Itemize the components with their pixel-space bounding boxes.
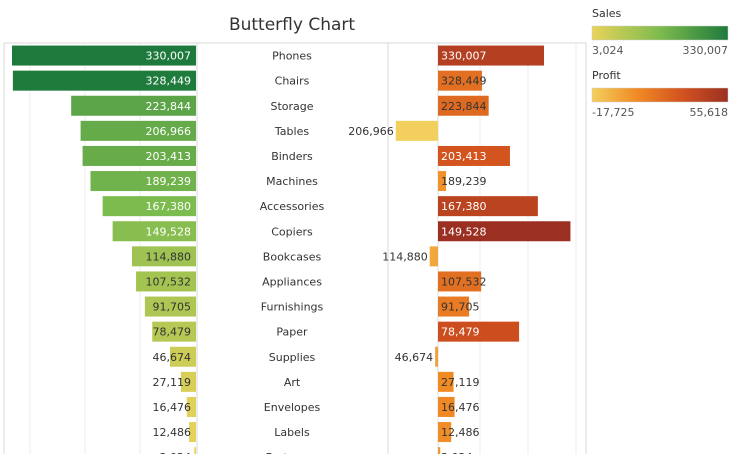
category-label: Chairs: [275, 75, 310, 88]
profit-bar[interactable]: [438, 45, 544, 66]
profit-bar[interactable]: [438, 371, 454, 392]
sales-bar[interactable]: [12, 45, 196, 66]
legend-title: Sales: [592, 7, 622, 20]
sales-bar-label: 114,880: [146, 250, 192, 263]
profit-bar-label: 91,705: [441, 301, 480, 314]
legend-min-label: 3,024: [592, 44, 624, 57]
sales-bar[interactable]: [131, 246, 196, 267]
profit-bar[interactable]: [438, 296, 470, 317]
bars: 330,007 Phones 330,007 328,449 Chairs 328,449…: [12, 45, 571, 454]
sales-bar[interactable]: [80, 120, 196, 141]
profit-bar[interactable]: [429, 246, 438, 267]
profit-bar-label: 12,486: [441, 426, 480, 439]
profit-bar-label: 189,239: [441, 175, 487, 188]
sales-bar-label: 330,007: [146, 50, 192, 63]
profit-bar[interactable]: [438, 145, 510, 166]
profit-bar[interactable]: [438, 95, 489, 116]
legend-min-label: -17,725: [592, 106, 634, 119]
profit-bar-label: 330,007: [441, 50, 487, 63]
sales-bar[interactable]: [152, 321, 196, 342]
profit-bar-label: 16,476: [441, 401, 480, 414]
profit-bar[interactable]: [438, 70, 482, 91]
category-label: Storage: [270, 100, 313, 113]
profit-bar[interactable]: [438, 271, 482, 292]
sales-bar[interactable]: [112, 221, 196, 242]
category-label: Paper: [276, 326, 308, 339]
sales-bar-label: 107,532: [146, 275, 192, 288]
profit-bar-label: 46,674: [395, 351, 434, 364]
sales-bar[interactable]: [169, 346, 196, 367]
legend-color-ramp: [591, 25, 729, 41]
sales-bar[interactable]: [12, 70, 197, 91]
profit-bar[interactable]: [438, 396, 455, 417]
category-label: Phones: [272, 50, 312, 63]
profit-bar-label: 149,528: [441, 225, 487, 238]
profit-bar-label: 114,880: [382, 250, 428, 263]
category-label: Fasteners: [266, 451, 319, 454]
category-label: Furnishings: [261, 301, 324, 314]
profit-bar-label: 223,844: [441, 100, 487, 113]
category-label: Supplies: [269, 351, 316, 364]
profit-bar[interactable]: [438, 447, 441, 454]
category-label: Labels: [274, 426, 310, 439]
category-label: Copiers: [271, 225, 313, 238]
legend-max-label: 55,618: [690, 106, 729, 119]
profit-bar-label: 27,119: [441, 376, 480, 389]
profit-bar-label: 203,413: [441, 150, 487, 163]
sales-bar-label: 328,449: [146, 75, 192, 88]
profit-bar-label: 206,966: [348, 125, 394, 138]
sales-bar-label: 206,966: [146, 125, 192, 138]
category-label: Binders: [271, 150, 313, 163]
sales-bar[interactable]: [102, 196, 196, 217]
category-label: Bookcases: [263, 250, 322, 263]
profit-bar[interactable]: [438, 321, 520, 342]
sales-bar[interactable]: [189, 422, 196, 443]
profit-bar[interactable]: [438, 196, 538, 217]
profit-bar[interactable]: [438, 221, 571, 242]
category-label: Machines: [266, 175, 318, 188]
legend-title: Profit: [592, 69, 621, 82]
sales-bar-label: 3,024: [160, 451, 192, 454]
category-label: Accessories: [260, 200, 325, 213]
sales-bar-label: 167,380: [146, 200, 192, 213]
sales-bar-label: 189,239: [146, 175, 192, 188]
sales-bar[interactable]: [90, 171, 196, 192]
category-label: Art: [284, 376, 301, 389]
profit-bar[interactable]: [435, 346, 438, 367]
sales-bar[interactable]: [82, 145, 196, 166]
sales-bar-label: 78,479: [153, 326, 192, 339]
sales-bar-label: 27,119: [153, 376, 192, 389]
category-label: Tables: [274, 125, 309, 138]
sales-bar-label: 203,413: [146, 150, 192, 163]
sales-bar-label: 46,674: [153, 351, 192, 364]
legends: Sales 3,024 330,007 Profit -17,725 55,618: [591, 7, 729, 119]
profit-bar-label: 107,532: [441, 275, 487, 288]
sales-bar-label: 223,844: [146, 100, 192, 113]
profit-bar[interactable]: [438, 422, 452, 443]
category-label: Envelopes: [264, 401, 321, 414]
profit-bar-label: 78,479: [441, 326, 480, 339]
sales-bar[interactable]: [180, 371, 196, 392]
profit-bar-label: 3,024: [441, 451, 473, 454]
profit-bar[interactable]: [395, 120, 438, 141]
legend-max-label: 330,007: [683, 44, 729, 57]
sales-bar[interactable]: [194, 447, 196, 454]
legend-color-ramp: [591, 87, 729, 103]
sales-bar-label: 91,705: [153, 301, 192, 314]
sales-bar-label: 149,528: [146, 225, 192, 238]
chart-title: Butterfly Chart: [229, 15, 355, 35]
sales-bar-label: 12,486: [153, 426, 192, 439]
sales-bar[interactable]: [71, 95, 196, 116]
profit-bar-label: 167,380: [441, 200, 487, 213]
sales-bar-label: 16,476: [153, 401, 192, 414]
profit-bar[interactable]: [438, 171, 447, 192]
category-label: Appliances: [262, 275, 322, 288]
sales-bar[interactable]: [144, 296, 196, 317]
sales-bar[interactable]: [186, 396, 196, 417]
sales-bar[interactable]: [136, 271, 196, 292]
profit-bar-label: 328,449: [441, 75, 487, 88]
